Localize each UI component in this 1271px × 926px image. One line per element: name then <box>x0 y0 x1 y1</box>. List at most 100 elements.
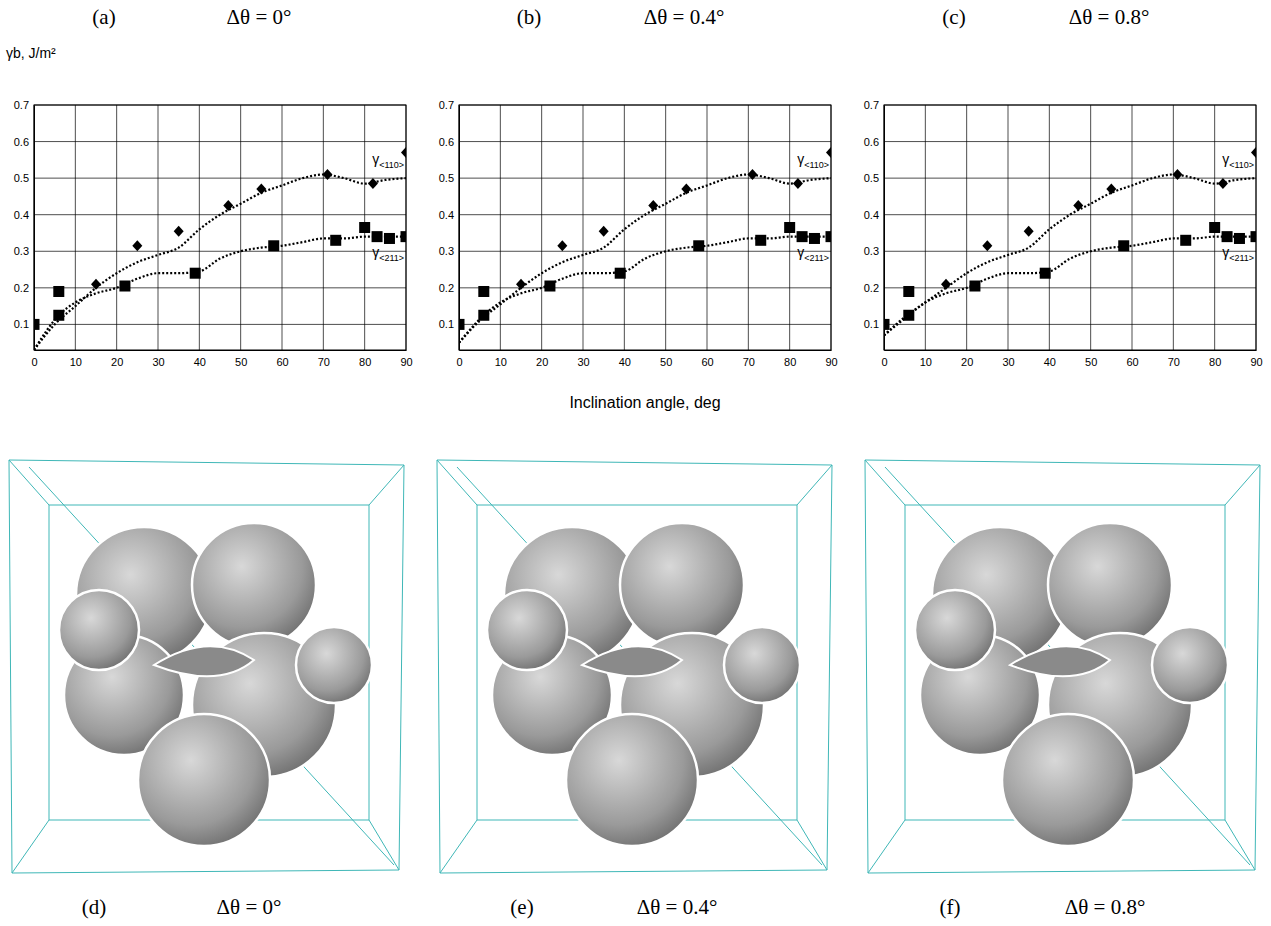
tick-label: 0.5 <box>14 172 29 184</box>
box-edge <box>868 820 905 873</box>
tick: 70 <box>318 350 330 368</box>
tick-label: 10 <box>70 356 82 368</box>
point <box>903 310 914 321</box>
box-edge <box>440 870 827 873</box>
grain-surface <box>582 646 682 676</box>
panel-label: (e) <box>510 895 533 919</box>
tick: 90 <box>1250 350 1262 368</box>
tick: 50 <box>1085 350 1097 368</box>
tick-label: 80 <box>359 356 371 368</box>
grid-line <box>884 141 1256 142</box>
point <box>1118 240 1129 251</box>
tick: 0 <box>881 350 887 368</box>
tick-label: 50 <box>1085 356 1097 368</box>
grain-surface <box>1048 523 1172 647</box>
point <box>372 231 383 242</box>
grain-surface <box>620 523 744 647</box>
x-axis: 0102030405060708090 <box>31 350 412 368</box>
x-axis: 0102030405060708090 <box>881 350 1262 368</box>
point <box>615 268 626 279</box>
point <box>132 240 142 251</box>
point <box>1172 169 1182 180</box>
point <box>969 281 980 292</box>
grid-line <box>34 251 406 252</box>
panel: 01020304050607080900.10.20.30.40.50.60.7… <box>14 99 413 368</box>
box-edge <box>369 465 404 505</box>
x-axis-title: Inclination angle, deg <box>569 394 720 411</box>
tick-label: 80 <box>1209 356 1221 368</box>
box-edge <box>797 820 827 870</box>
tick-label: 0.3 <box>439 245 454 257</box>
tick: 0.1 <box>864 318 884 330</box>
grain-surface <box>138 714 270 846</box>
point <box>516 279 526 290</box>
tick: 0.3 <box>439 245 459 257</box>
point <box>1251 147 1256 158</box>
tick-label: 20 <box>536 356 548 368</box>
tick: 70 <box>743 350 755 368</box>
point <box>681 184 691 195</box>
tick: 0.2 <box>14 282 34 294</box>
point <box>268 240 279 251</box>
grid-line <box>459 251 831 252</box>
tick-label: 60 <box>276 356 288 368</box>
tick-label: 60 <box>701 356 713 368</box>
tick: 90 <box>400 350 412 368</box>
tick: 20 <box>111 350 123 368</box>
point <box>1180 235 1191 246</box>
grain-surface <box>915 590 995 670</box>
panel-title: Δθ = 0.8° <box>1069 5 1150 29</box>
point <box>401 231 407 242</box>
y-axis: 0.10.20.30.40.50.60.7 <box>864 99 885 350</box>
tick: 0.6 <box>439 136 459 148</box>
tick: 60 <box>1126 350 1138 368</box>
tick: 0.2 <box>439 282 459 294</box>
tick-label: 50 <box>235 356 247 368</box>
y-axis: 0.10.20.30.40.50.60.7 <box>439 99 460 350</box>
tick: 0 <box>456 350 462 368</box>
grain-surface <box>154 646 254 676</box>
tick-label: 10 <box>495 356 507 368</box>
grid-line <box>34 178 406 179</box>
tick: 0.3 <box>14 245 34 257</box>
point <box>174 226 184 237</box>
box-edge <box>437 460 440 873</box>
plot-frame <box>34 105 406 350</box>
tick-label: 90 <box>400 356 412 368</box>
grid-line <box>459 287 831 288</box>
box-edge <box>865 460 868 873</box>
tick: 0.6 <box>864 136 884 148</box>
tick-label: 0.2 <box>864 282 879 294</box>
tick-label: 0.4 <box>439 209 454 221</box>
tick: 10 <box>920 350 932 368</box>
point <box>557 240 567 251</box>
grain-surface <box>566 714 698 846</box>
box-edge <box>1225 465 1260 505</box>
tick: 80 <box>359 350 371 368</box>
point <box>368 178 378 189</box>
tick-label: 0.5 <box>439 172 454 184</box>
series-label: γ<110> <box>797 151 829 170</box>
marks <box>459 147 831 343</box>
box-edge <box>1225 820 1255 870</box>
box-edge <box>457 467 822 865</box>
panel-title: Δθ = 0.8° <box>1065 895 1146 919</box>
tick-label: 0.6 <box>864 136 879 148</box>
box-edge <box>865 460 1260 465</box>
box-edge <box>12 820 49 873</box>
grid-line <box>459 324 831 325</box>
plot-frame <box>459 105 831 350</box>
tick: 0.6 <box>14 136 34 148</box>
tick-label: 0.3 <box>14 245 29 257</box>
point <box>544 281 555 292</box>
box-edge <box>29 467 394 865</box>
box-edge <box>49 505 50 820</box>
panel-label: (b) <box>517 5 542 29</box>
tick: 40 <box>194 350 206 368</box>
tick: 0.4 <box>14 209 34 221</box>
figure: 01020304050607080900.10.20.30.40.50.60.7… <box>0 0 1271 926</box>
tick-label: 0.1 <box>864 318 879 330</box>
panel-title: Δθ = 0.4° <box>644 5 725 29</box>
grid-line <box>884 178 1256 179</box>
tick: 60 <box>701 350 713 368</box>
